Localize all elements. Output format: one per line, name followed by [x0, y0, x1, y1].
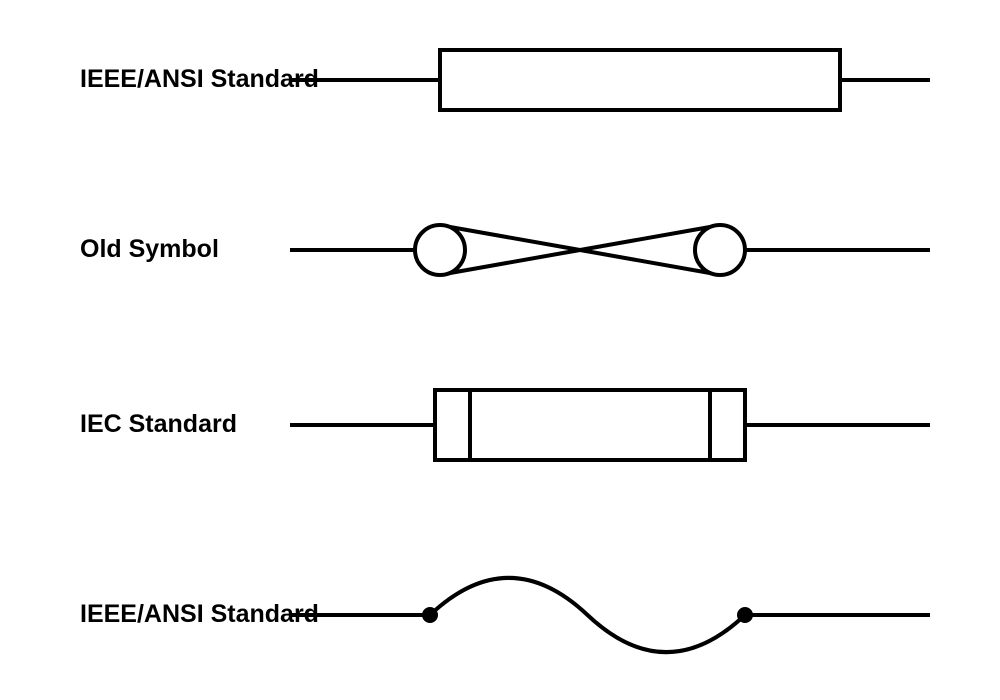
symbol-ieee-ansi-sine — [290, 545, 930, 685]
label-old-symbol: Old Symbol — [80, 235, 219, 264]
symbol-ieee-ansi-rect — [290, 40, 930, 120]
symbol-old-symbol — [290, 210, 930, 290]
label-ieee-ansi-sine: IEEE/ANSI Standard — [80, 600, 319, 629]
label-ieee-ansi-rect: IEEE/ANSI Standard — [80, 65, 319, 94]
symbol-iec — [290, 385, 930, 465]
label-iec: IEC Standard — [80, 410, 237, 439]
